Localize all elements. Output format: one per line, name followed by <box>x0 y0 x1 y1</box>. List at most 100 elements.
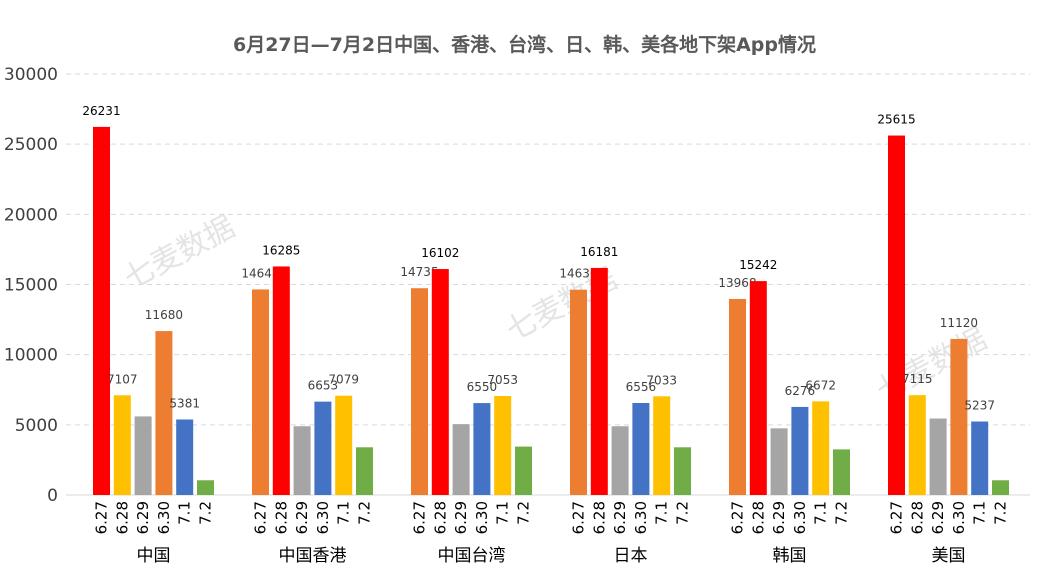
data-label: 7079 <box>328 373 359 387</box>
x-tick-label: 6.30 <box>155 501 173 534</box>
data-label: 16102 <box>421 246 459 260</box>
data-label: 14735 <box>400 265 438 279</box>
x-tick-label: 6.28 <box>749 501 767 534</box>
x-tick-label: 6.27 <box>411 501 429 534</box>
bar-日本-6.27 <box>570 289 587 495</box>
data-label: 7107 <box>107 372 138 386</box>
bar-中国香港-7.1 <box>335 395 353 495</box>
x-tick-label: 7.2 <box>674 501 692 525</box>
category-label: 中国香港 <box>279 546 347 566</box>
data-label: 16181 <box>580 245 618 259</box>
bar-韩国-6.29 <box>770 428 788 495</box>
bar-韩国-6.28 <box>749 281 767 495</box>
y-tick-label: 25000 <box>4 135 58 155</box>
x-tick-label: 6.29 <box>929 501 947 534</box>
x-tick-label: 6.27 <box>93 501 111 534</box>
category-label: 韩国 <box>773 546 807 566</box>
x-tick-label: 6.29 <box>134 501 152 534</box>
category-label: 中国台湾 <box>438 546 506 566</box>
bar-中国-6.27 <box>93 126 110 495</box>
bar-中国香港-7.2 <box>356 447 373 495</box>
data-label: 26231 <box>82 104 120 118</box>
bar-中国台湾-6.30 <box>473 403 491 495</box>
category-label: 美国 <box>932 546 966 566</box>
bar-中国-7.2 <box>197 480 214 495</box>
data-label: 5381 <box>169 396 200 410</box>
x-tick-label: 6.30 <box>950 501 968 534</box>
y-tick-label: 0 <box>47 486 58 506</box>
y-tick-label: 5000 <box>15 416 58 436</box>
bar-中国-6.30 <box>155 331 173 495</box>
x-tick-label: 6.27 <box>729 501 747 534</box>
data-label: 6672 <box>805 378 836 392</box>
x-tick-label: 6.28 <box>431 501 449 534</box>
bar-美国-7.1 <box>971 421 989 495</box>
x-tick-label: 6.29 <box>452 501 470 534</box>
x-tick-label: 6.29 <box>293 501 311 534</box>
data-label: 6276 <box>785 384 816 398</box>
data-label: 14648 <box>241 266 279 280</box>
x-tick-label: 6.28 <box>113 501 131 534</box>
x-tick-label: 7.1 <box>176 501 194 525</box>
bar-日本-6.28 <box>590 267 608 495</box>
bar-韩国-6.27 <box>729 298 746 495</box>
data-label: 11680 <box>145 308 183 322</box>
bar-美国-6.27 <box>888 135 905 495</box>
x-tick-label: 6.28 <box>272 501 290 534</box>
chart-title: 6月27日—7月2日中国、香港、台湾、日、韩、美各地下架App情况 <box>232 34 816 56</box>
y-tick-label: 15000 <box>4 276 58 296</box>
data-label: 6653 <box>308 379 339 393</box>
x-tick-label: 6.29 <box>770 501 788 534</box>
data-label: 25615 <box>877 113 915 127</box>
bar-中国台湾-7.2 <box>515 446 532 495</box>
bar-中国台湾-6.28 <box>431 269 449 495</box>
data-label: 14630 <box>559 267 597 281</box>
bar-日本-7.1 <box>653 396 671 495</box>
bar-日本-6.29 <box>611 426 629 495</box>
data-label: 13968 <box>718 276 756 290</box>
x-tick-label: 6.27 <box>888 501 906 534</box>
data-label: 7033 <box>646 373 677 387</box>
x-tick-label: 6.28 <box>908 501 926 534</box>
category-label: 日本 <box>614 546 648 566</box>
x-tick-label: 6.28 <box>590 501 608 534</box>
y-tick-label: 10000 <box>4 346 58 366</box>
bar-中国-6.29 <box>134 416 152 495</box>
bar-中国台湾-6.29 <box>452 424 470 495</box>
data-label: 6550 <box>467 380 498 394</box>
x-tick-label: 7.1 <box>494 501 512 525</box>
x-tick-label: 7.2 <box>515 501 533 525</box>
data-label: 6556 <box>626 380 657 394</box>
bar-美国-6.28 <box>908 395 926 495</box>
x-tick-label: 7.1 <box>971 501 989 525</box>
bar-美国-6.29 <box>929 418 947 495</box>
x-tick-label: 7.2 <box>833 501 851 525</box>
data-label: 11120 <box>940 316 978 330</box>
bar-中国香港-6.30 <box>314 401 332 495</box>
x-tick-label: 7.1 <box>653 501 671 525</box>
x-tick-label: 6.30 <box>314 501 332 534</box>
bar-中国-6.28 <box>113 395 131 495</box>
data-label: 15242 <box>739 258 777 272</box>
y-tick-label: 30000 <box>4 65 58 85</box>
bar-韩国-7.2 <box>833 449 850 495</box>
bar-美国-6.30 <box>950 338 968 495</box>
data-label: 7053 <box>487 373 518 387</box>
x-tick-label: 7.2 <box>992 501 1010 525</box>
bar-中国台湾-7.1 <box>494 396 512 495</box>
x-tick-label: 6.30 <box>791 501 809 534</box>
bar-中国台湾-6.27 <box>411 288 428 495</box>
bar-日本-7.2 <box>674 447 691 495</box>
bar-美国-7.2 <box>992 480 1009 495</box>
bar-中国-7.1 <box>176 419 194 495</box>
bar-中国香港-6.27 <box>252 289 269 495</box>
x-tick-label: 7.1 <box>812 501 830 525</box>
bar-韩国-7.1 <box>812 401 830 495</box>
x-tick-label: 7.1 <box>335 501 353 525</box>
x-tick-label: 6.30 <box>473 501 491 534</box>
x-tick-label: 6.29 <box>611 501 629 534</box>
x-tick-label: 6.27 <box>570 501 588 534</box>
x-tick-label: 6.30 <box>632 501 650 534</box>
category-label: 中国 <box>137 546 171 566</box>
